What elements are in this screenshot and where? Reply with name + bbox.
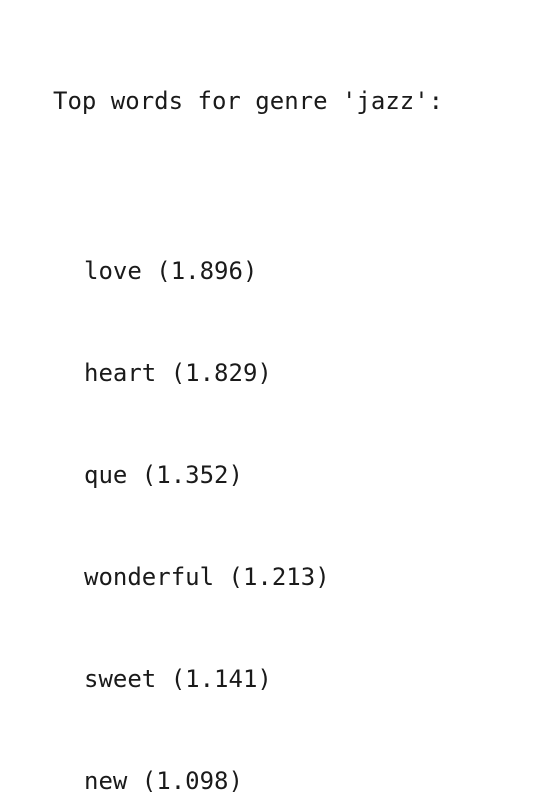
list-item: sweet (1.141) [84,665,272,693]
list-item: que (1.352) [84,461,243,489]
list-item: wonderful (1.213) [84,563,330,591]
list-item: heart (1.829) [84,359,272,387]
list-item: new (1.098) [84,767,243,795]
console-output: Top words for genre 'jazz': love (1.896)… [53,16,443,800]
top-words-list: love (1.896) heart (1.829) que (1.352) w… [53,186,443,800]
output-header: Top words for genre 'jazz': [53,87,444,115]
list-item: love (1.896) [84,257,258,285]
